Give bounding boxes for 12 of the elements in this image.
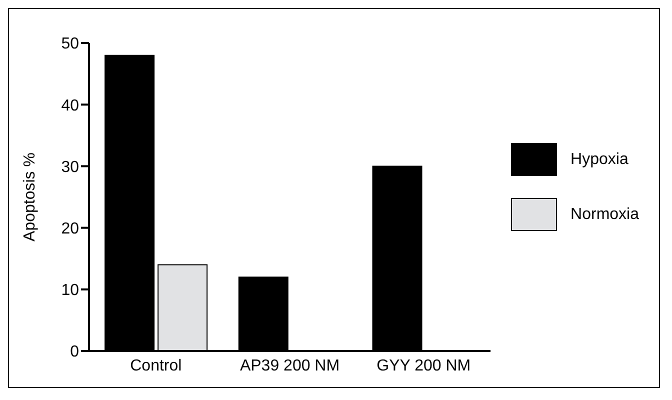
y-tick-label: 10 xyxy=(61,282,80,300)
y-tick-label: 40 xyxy=(61,97,80,114)
x-tick-label: AP39 200 NM xyxy=(240,357,340,374)
y-axis-title: Apoptosis % xyxy=(22,152,39,242)
y-tick-label: 0 xyxy=(70,344,80,361)
y-tick-label: 20 xyxy=(61,220,80,238)
y-tick-label: 30 xyxy=(61,158,80,176)
legend-label: Hypoxia xyxy=(570,150,628,168)
x-tick-label: GYY 200 NM xyxy=(376,357,471,374)
x-tick-label: Control xyxy=(130,357,182,374)
y-tick-label: 50 xyxy=(61,36,80,53)
legend-label: Normoxia xyxy=(570,206,639,224)
